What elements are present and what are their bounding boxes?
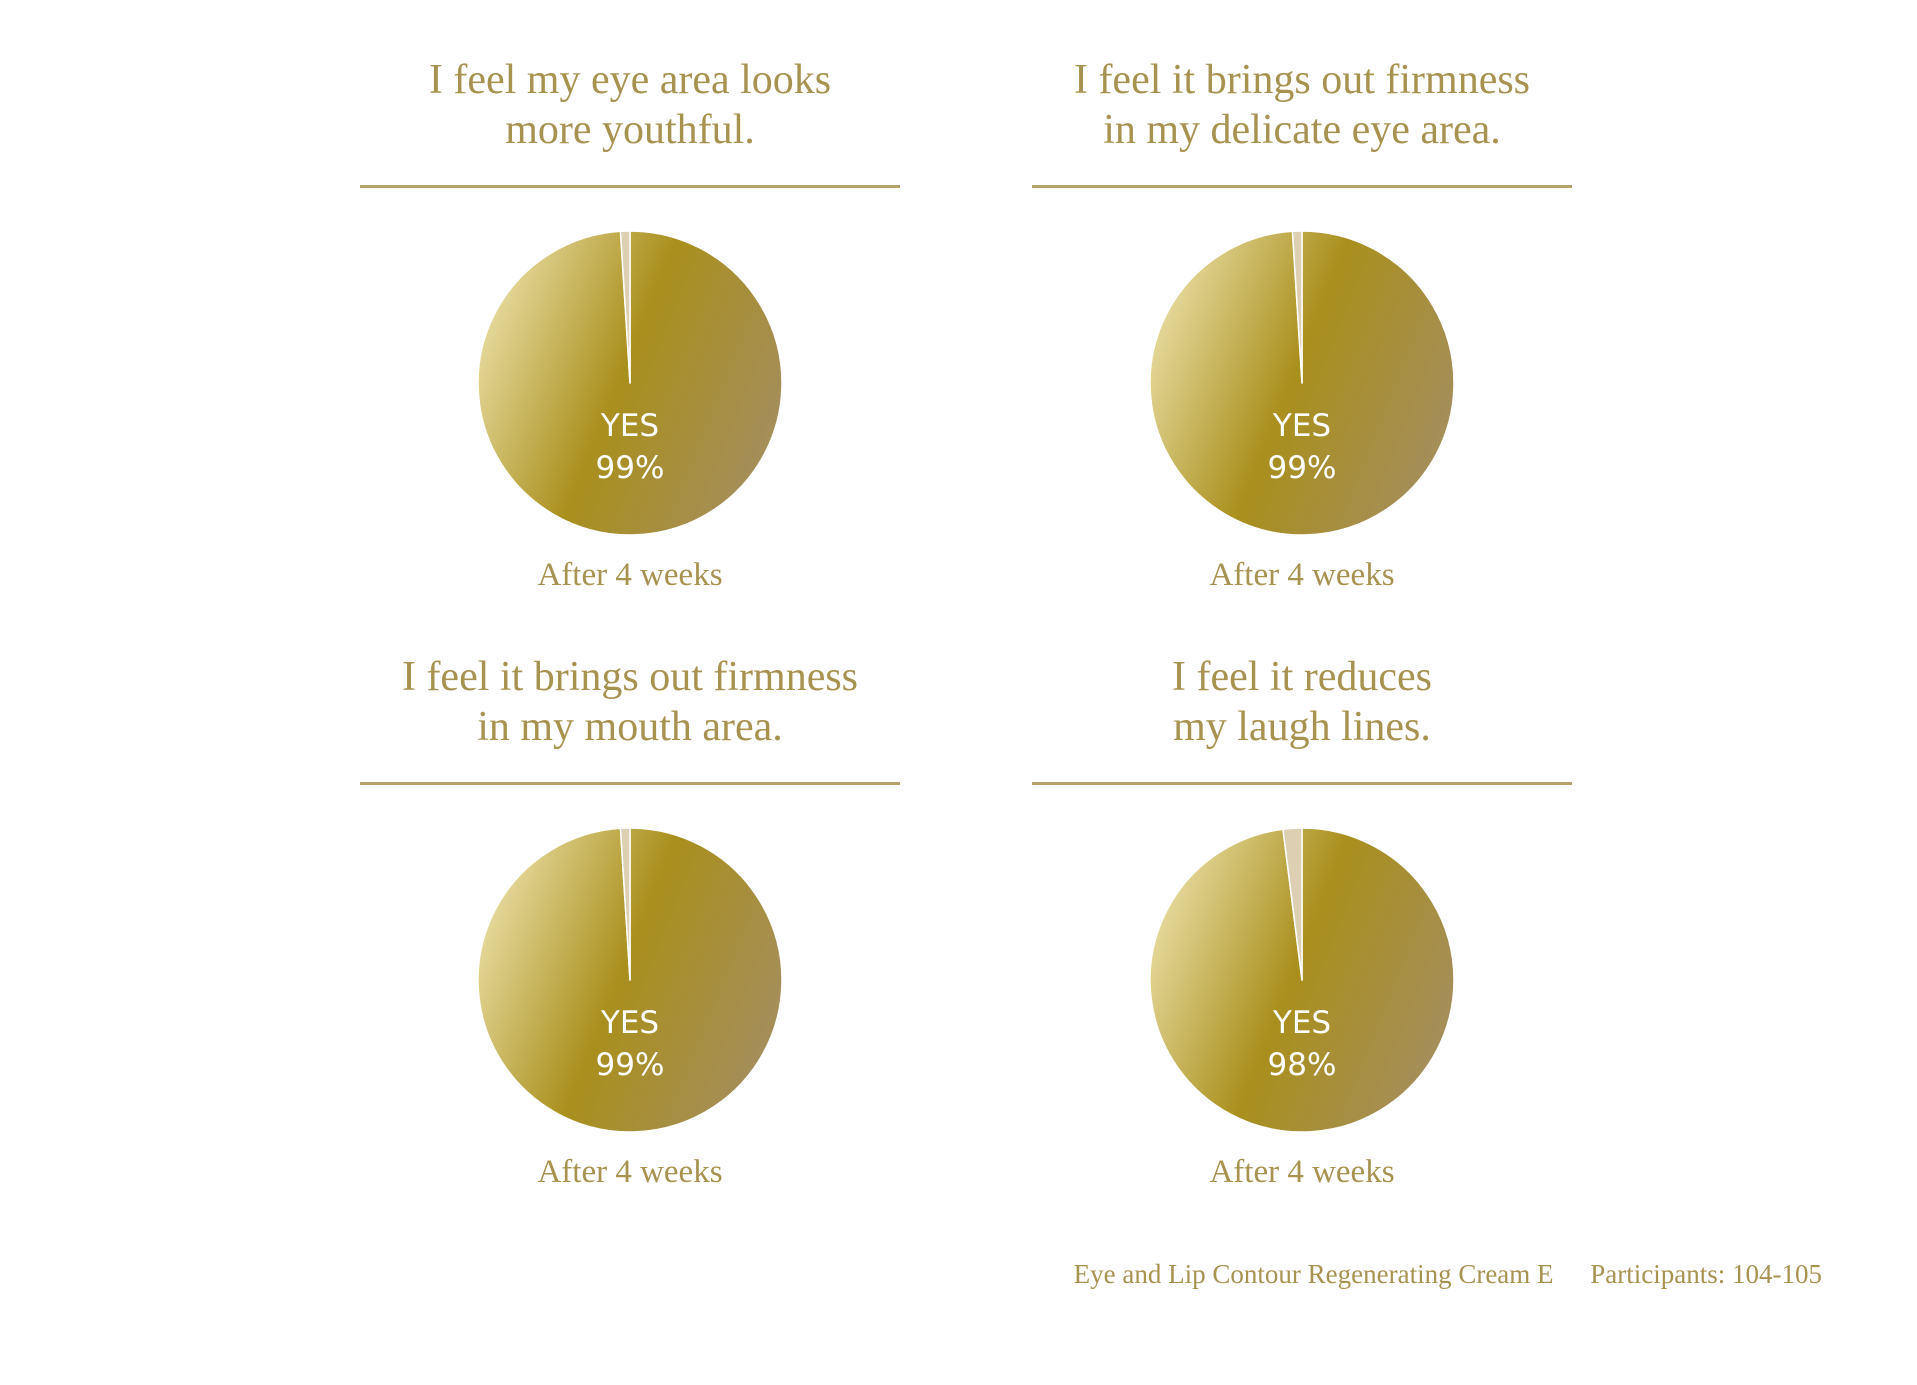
footer-participants: Participants: 104-105: [1590, 1259, 1822, 1289]
chart-panel-4: I feel it reduces my laugh lines. YES 98…: [1032, 642, 1572, 1202]
chart-caption: After 4 weeks: [1209, 1154, 1395, 1190]
pie-slice-no: [1282, 827, 1303, 981]
pie-slice-no: [619, 827, 631, 981]
title-divider: [360, 782, 900, 785]
chart-title-line-2: more youthful.: [505, 107, 755, 153]
chart-title: I feel it brings out firmness in my deli…: [1032, 45, 1572, 165]
chart-title-line-2: in my mouth area.: [477, 704, 783, 750]
chart-caption: After 4 weeks: [1209, 557, 1395, 593]
chart-panel-2: I feel it brings out firmness in my deli…: [1032, 45, 1572, 605]
title-divider: [1032, 185, 1572, 188]
chart-title-line-2: in my delicate eye area.: [1103, 107, 1501, 153]
chart-title-line-1: I feel it brings out firmness: [401, 654, 859, 700]
chart-title-line-2: my laugh lines.: [1173, 704, 1431, 750]
pie-data-label: YES 99%: [530, 405, 730, 489]
pie-chart: [477, 230, 783, 536]
chart-caption: After 4 weeks: [537, 557, 723, 593]
pie-label-value: 99%: [1267, 450, 1337, 486]
pie-label-value: 99%: [595, 1047, 665, 1083]
pie-slice-no: [619, 230, 631, 384]
pie-data-label: YES 99%: [530, 1002, 730, 1086]
pie-chart: [477, 827, 783, 1133]
pie-label-category: YES: [600, 408, 660, 444]
title-divider: [1032, 782, 1572, 785]
footer-note: Eye and Lip Contour Regenerating Cream E…: [1074, 1259, 1822, 1290]
pie-label-category: YES: [600, 1005, 660, 1041]
chart-title: I feel it reduces my laugh lines.: [1032, 642, 1572, 762]
pie-chart: [1149, 230, 1455, 536]
pie-label-category: YES: [1272, 1005, 1332, 1041]
pie-data-label: YES 99%: [1202, 405, 1402, 489]
footer-product: Eye and Lip Contour Regenerating Cream E: [1073, 1259, 1554, 1289]
pie-label-value: 99%: [595, 450, 665, 486]
pie-slice-no: [1291, 230, 1303, 384]
chart-panel-1: I feel my eye area looks more youthful. …: [360, 45, 900, 605]
pie-chart: [1149, 827, 1455, 1133]
pie-label-value: 98%: [1267, 1047, 1337, 1083]
chart-title: I feel it brings out firmness in my mout…: [360, 642, 900, 762]
chart-caption: After 4 weeks: [537, 1154, 723, 1190]
chart-title-line-1: I feel it brings out firmness: [1073, 57, 1531, 103]
title-divider: [360, 185, 900, 188]
chart-title-line-1: I feel it reduces: [1171, 654, 1433, 700]
chart-panel-3: I feel it brings out firmness in my mout…: [360, 642, 900, 1202]
chart-title: I feel my eye area looks more youthful.: [360, 45, 900, 165]
chart-title-line-1: I feel my eye area looks: [428, 57, 832, 103]
pie-data-label: YES 98%: [1202, 1002, 1402, 1086]
pie-label-category: YES: [1272, 408, 1332, 444]
